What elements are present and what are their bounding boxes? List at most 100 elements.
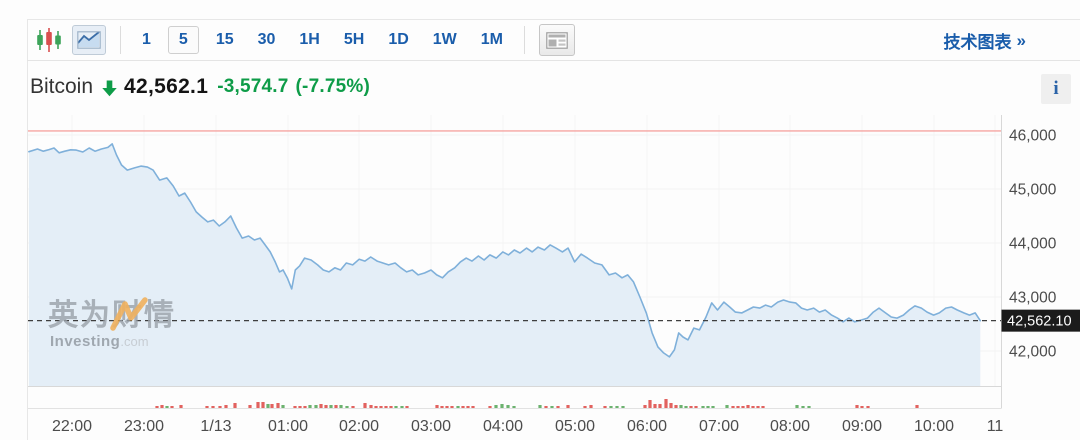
x-axis-label: 23:00: [124, 418, 164, 435]
news-view-button[interactable]: [539, 24, 575, 56]
interval-5[interactable]: 5: [167, 26, 199, 54]
chart-toolbar: 1 5 15 30 1H 5H 1D 1W 1M 技术图表 »: [28, 20, 1080, 60]
volume-bar: [801, 406, 805, 408]
quote-header: Bitcoin 42,562.1 -3,574.7 (-7.75%): [30, 73, 370, 101]
volume-bar: [369, 405, 373, 408]
price-line: [28, 143, 982, 358]
chevron-right-icon: »: [1016, 30, 1026, 50]
volume-bar: [218, 406, 222, 408]
x-axis-label: 03:00: [411, 418, 451, 435]
volume-bar: [583, 406, 587, 408]
volume-bar: [445, 406, 449, 408]
volume-bar: [440, 406, 444, 408]
volume-bar: [248, 405, 252, 408]
volume-bar: [643, 405, 647, 408]
y-axis-label: 44,000: [1009, 236, 1057, 253]
volume-bar: [506, 405, 510, 408]
y-axis-label: 42,000: [1009, 344, 1057, 361]
instrument-name: Bitcoin: [30, 75, 94, 98]
volume-bar: [308, 405, 312, 408]
volume-bar: [500, 404, 504, 408]
volume-bar: [741, 406, 745, 408]
volume-bar: [736, 406, 740, 408]
volume-bar: [653, 404, 657, 408]
volume-bar: [334, 405, 338, 408]
y-axis-label: 45,000: [1009, 182, 1057, 199]
volume-bar: [211, 406, 215, 408]
volume-bar: [538, 405, 542, 408]
info-button[interactable]: i: [1041, 74, 1071, 104]
volume-bar: [725, 405, 729, 408]
volume-bar: [314, 405, 318, 408]
volume-bar: [405, 406, 409, 408]
technical-chart-label: 技术图表: [943, 33, 1012, 52]
volume-bar: [615, 406, 619, 408]
x-axis-label: 04:00: [483, 418, 523, 435]
volume-bar: [389, 406, 393, 408]
volume-bar: [795, 405, 799, 408]
volume-bar: [324, 405, 328, 408]
x-axis-label: 07:00: [699, 418, 739, 435]
interval-5h[interactable]: 5H: [337, 29, 371, 51]
volume-bar: [756, 406, 760, 408]
interval-1[interactable]: 1: [135, 29, 158, 51]
volume-bar: [319, 404, 323, 408]
technical-chart-link[interactable]: 技术图表 »: [944, 28, 1026, 53]
volume-bar: [160, 405, 164, 408]
volume-bar: [746, 405, 750, 408]
interval-1m[interactable]: 1M: [474, 29, 510, 51]
volume-bar: [270, 404, 274, 408]
volume-bar: [394, 406, 398, 408]
volume-bar: [512, 406, 516, 408]
interval-1w[interactable]: 1W: [426, 29, 464, 51]
volume-bar: [205, 406, 209, 408]
volume-bar: [566, 405, 570, 408]
volume-bar: [603, 406, 607, 408]
news-view-icon: [546, 31, 568, 49]
candlestick-chart-button[interactable]: [34, 26, 64, 54]
volume-bar: [400, 406, 404, 408]
volume-bar: [256, 402, 260, 408]
volume-bar: [855, 405, 859, 408]
volume-bar: [674, 405, 678, 408]
x-axis-label: 06:00: [627, 418, 667, 435]
x-axis-label: 10:00: [914, 418, 954, 435]
x-axis-label: 09:00: [842, 418, 882, 435]
volume-bar: [664, 399, 668, 408]
volume-bar: [621, 406, 625, 408]
area-fill: [28, 143, 981, 386]
volume-bar: [684, 406, 688, 408]
toolbar-divider: [27, 60, 1080, 61]
volume-bar: [374, 406, 378, 408]
volume-bar: [179, 405, 183, 408]
volume-bar: [550, 406, 554, 408]
volume-bar: [281, 405, 285, 408]
widget-left-border: [27, 19, 28, 440]
widget-top-border: [27, 19, 1080, 20]
price-change-percent: (-7.75%): [295, 76, 370, 97]
interval-1d[interactable]: 1D: [381, 29, 415, 51]
interval-30[interactable]: 30: [251, 29, 283, 51]
volume-bar: [706, 406, 710, 408]
volume-bar: [761, 406, 765, 408]
line-chart-button[interactable]: [72, 25, 106, 55]
volume-bar: [751, 406, 755, 408]
down-arrow-icon: [102, 80, 117, 96]
volume-bar: [461, 406, 465, 408]
volume-bar: [669, 403, 673, 408]
volume-bar: [329, 405, 333, 408]
volume-bar: [266, 404, 270, 408]
volume-bar: [345, 406, 349, 408]
interval-15[interactable]: 15: [209, 29, 241, 51]
interval-1h[interactable]: 1H: [292, 29, 326, 51]
volume-bar: [303, 406, 307, 408]
volume-bar: [689, 406, 693, 408]
volume-bar: [351, 406, 355, 408]
volume-bar: [694, 406, 698, 408]
toolbar-separator: [120, 26, 121, 54]
volume-bar: [155, 406, 159, 408]
volume-bar: [915, 405, 919, 408]
line-chart-icon: [77, 31, 101, 49]
x-axis-label: 08:00: [770, 418, 810, 435]
